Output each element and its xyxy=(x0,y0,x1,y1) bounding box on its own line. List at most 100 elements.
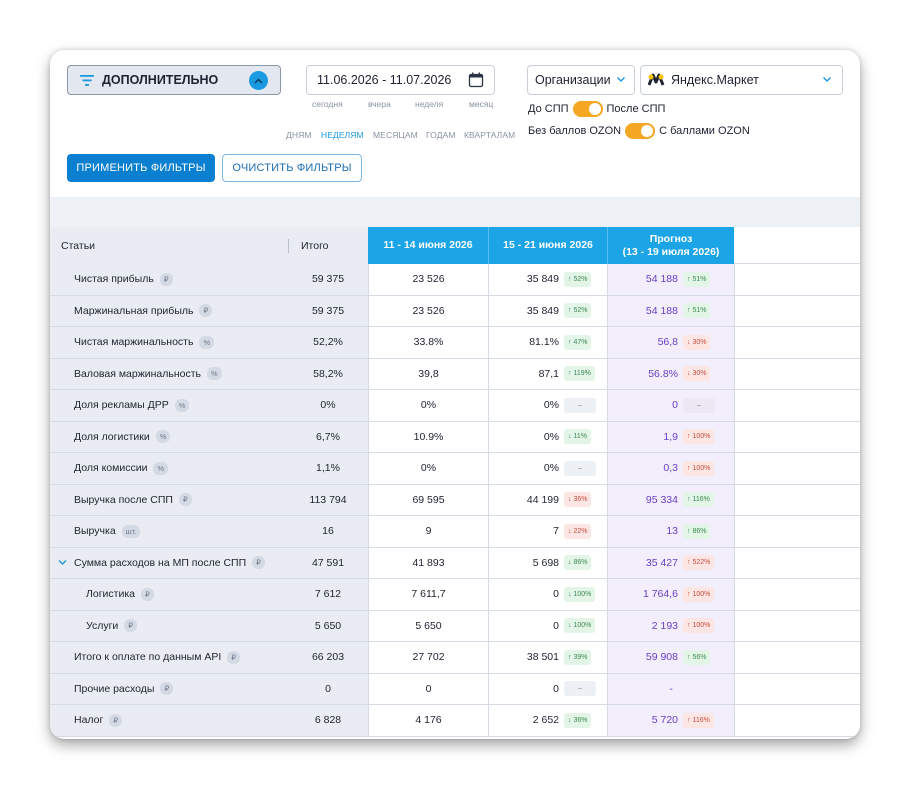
clear-filters-button[interactable]: ОЧИСТИТЬ ФИЛЬТРЫ xyxy=(222,154,362,182)
quick-date-yesterday[interactable]: вчера xyxy=(368,99,391,109)
period-change-badge: ↑ 52% xyxy=(564,303,592,319)
more-filters-button[interactable]: ДОПОЛНИТЕЛЬНО xyxy=(67,65,281,95)
table-row[interactable]: Маржинальная прибыль ₽59 375 23 526 35 849 ↑… xyxy=(50,295,860,327)
row-forecast-cell: 0,3 ↑ 100% xyxy=(607,453,734,484)
spp-toggle-row: До СПП После СПП xyxy=(528,101,665,117)
table-row[interactable]: Выручка шт. 16 9 7 ↓ 22% 13 ↑ 86% xyxy=(50,516,860,548)
header-period-2[interactable]: 15 - 21 июня 2026 xyxy=(488,227,607,264)
row-stat-cell: Чистая прибыль ₽ xyxy=(50,264,288,295)
ozon-without-label: Без баллов OZON xyxy=(528,125,622,137)
row-forecast-value: 5 720 xyxy=(651,714,678,727)
spp-after-label: После СПП xyxy=(606,103,666,115)
forecast-change-badge: ↑ 522% xyxy=(683,555,715,571)
header-forecast[interactable]: Прогноз (13 - 19 июля 2026) xyxy=(607,227,734,264)
row-total-cell: 59 375 xyxy=(288,264,368,295)
row-forecast-value: 0,3 xyxy=(663,462,678,475)
ozon-points-toggle-row: Без баллов OZON С баллами OZON xyxy=(528,123,750,139)
row-period-1-cell: 39,8 xyxy=(368,358,488,389)
period-change-badge: ↑ 47% xyxy=(564,334,592,350)
more-filters-label: ДОПОЛНИТЕЛЬНО xyxy=(102,73,219,87)
row-label: Чистая маржинальность xyxy=(74,336,194,349)
row-forecast-cell: 13 ↑ 86% xyxy=(607,516,734,547)
row-period-2-cell: 2 652 ↓ 36% xyxy=(488,705,607,736)
row-unit-badge: ₽ xyxy=(141,587,154,601)
period-change-badge: ↑ 52% xyxy=(564,271,592,287)
row-stat-cell: Прочие расходы ₽ xyxy=(50,673,288,704)
row-period-2-cell: 7 ↓ 22% xyxy=(488,516,607,547)
row-unit-badge: % xyxy=(153,461,169,475)
period-change-badge: ↑ 39% xyxy=(564,649,592,665)
table-row[interactable]: Доля комиссии% 1,1% 0% 0% –0,3 ↑ 100% xyxy=(50,453,860,485)
row-forecast-value: 56.8% xyxy=(648,367,678,380)
chevron-down-icon[interactable] xyxy=(58,559,67,566)
row-forecast-cell: 59 908 ↑ 56% xyxy=(607,642,734,673)
period-change-badge: – xyxy=(564,460,596,476)
ozon-points-toggle[interactable] xyxy=(625,123,656,139)
row-label: Валовая маржинальность xyxy=(74,367,202,380)
chevron-down-icon xyxy=(617,77,625,82)
row-label: Доля комиссии xyxy=(74,462,148,475)
row-label: Услуги xyxy=(86,619,119,632)
period-change-badge: ↓ 11% xyxy=(564,429,591,445)
row-period-1-cell: 33.8% xyxy=(368,327,488,358)
row-forecast-value: 95 334 xyxy=(645,493,678,506)
row-total-cell: 0 xyxy=(288,673,368,704)
period-days[interactable]: ДНЯМ xyxy=(286,130,312,140)
table-row[interactable]: Чистая маржинальность% 52,2% 33.8% 81.1% ↑ 4… xyxy=(50,327,860,359)
row-unit-badge: % xyxy=(199,335,215,349)
table-row[interactable]: Доля логистики% 6,7% 10.9% 0% ↓ 11% 1,9 ↑ 100% xyxy=(50,421,860,453)
row-period-1-cell: 23 526 xyxy=(368,295,488,326)
row-forecast-cell: 0– xyxy=(607,390,734,421)
table-row[interactable]: Доля рекламы ДРР% 0% 0% 0% –0– xyxy=(50,390,860,422)
quick-date-today[interactable]: сегодня xyxy=(312,99,343,109)
apply-filters-button[interactable]: ПРИМЕНИТЬ ФИЛЬТРЫ xyxy=(67,154,215,182)
row-period-2-cell: 0% – xyxy=(488,390,607,421)
divider-band xyxy=(50,197,860,227)
marketplace-label: Яндекс.Маркет xyxy=(671,73,759,87)
row-forecast-value: 1 764,6 xyxy=(642,588,678,601)
row-unit-badge: ₽ xyxy=(124,619,138,633)
table-row[interactable]: Услуги ₽5 650 5 650 0 ↓ 100% 2 193 ↑ 100% xyxy=(50,610,860,642)
row-label: Чистая прибыль xyxy=(74,273,154,286)
table-row[interactable]: Сумма расходов на МП после СПП ₽47 591 41 … xyxy=(50,547,860,579)
forecast-change-badge: ↓ 30% xyxy=(683,334,711,350)
table-row[interactable]: Прочие расходы ₽0 0 0– - xyxy=(50,673,860,705)
marketplace-select[interactable]: Яндекс.Маркет xyxy=(640,65,843,95)
period-change-badge: ↓ 86% xyxy=(564,555,592,571)
table-row[interactable]: Итого к оплате по данным API ₽66 203 27 70… xyxy=(50,642,860,674)
row-period-1-cell: 4 176 xyxy=(368,705,488,736)
row-forecast-value: 54 188 xyxy=(645,273,678,286)
period-years[interactable]: ГОДАМ xyxy=(426,130,456,140)
spp-toggle[interactable] xyxy=(572,101,603,117)
row-stat-cell: Выручка шт. xyxy=(50,516,288,547)
period-quarters[interactable]: КВАРТАЛАМ xyxy=(464,130,516,140)
row-forecast-cell: 5 720 ↑ 116% xyxy=(607,705,734,736)
table-row[interactable]: Налог ₽6 828 4 176 2 652 ↓ 36% 5 720 ↑ 116% xyxy=(50,705,860,737)
row-period-2-value: 35 849 xyxy=(526,304,559,317)
forecast-change-badge: ↑ 116% xyxy=(683,492,714,508)
report-table: Статьи Итого 11 - 14 июня 2026 15 - 21 и… xyxy=(50,227,860,737)
table-row[interactable]: Чистая прибыль ₽59 375 23 526 35 849 ↑ 52% 54… xyxy=(50,264,860,296)
period-months[interactable]: МЕСЯЦАМ xyxy=(373,130,418,140)
table-row[interactable]: Валовая маржинальность% 58,2% 39,8 87,1 ↑ 11… xyxy=(50,358,860,390)
row-empty-cell xyxy=(734,327,860,358)
row-stat-cell: Доля рекламы ДРР% xyxy=(50,390,288,421)
calendar-icon[interactable] xyxy=(468,72,484,88)
header-period-1[interactable]: 11 - 14 июня 2026 xyxy=(368,227,488,264)
table-row[interactable]: Выручка после СПП ₽113 794 69 595 44 199 ↓ 3… xyxy=(50,484,860,516)
row-total-cell: 113 794 xyxy=(288,484,368,515)
table-row[interactable]: Логистика ₽7 612 7 611,7 0 ↓ 100% 1 764,6 ↑ 10… xyxy=(50,579,860,611)
period-weeks[interactable]: НЕДЕЛЯМ xyxy=(321,130,364,140)
row-total-cell: 6,7% xyxy=(288,421,368,452)
quick-date-week[interactable]: неделя xyxy=(415,99,444,109)
row-empty-cell xyxy=(734,579,860,610)
date-range-input[interactable]: 11.06.2026 - 11.07.2026 xyxy=(306,65,495,95)
row-period-2-cell: 5 698 ↓ 86% xyxy=(488,547,607,578)
row-unit-badge: ₽ xyxy=(159,272,173,286)
chevron-up-icon[interactable] xyxy=(249,71,268,90)
row-total-cell: 0% xyxy=(288,390,368,421)
row-stat-cell: Чистая маржинальность% xyxy=(50,327,288,358)
quick-date-month[interactable]: месяц xyxy=(469,99,494,109)
row-period-2-cell: 81.1% ↑ 47% xyxy=(488,327,607,358)
organizations-select[interactable]: Организации xyxy=(527,65,635,95)
